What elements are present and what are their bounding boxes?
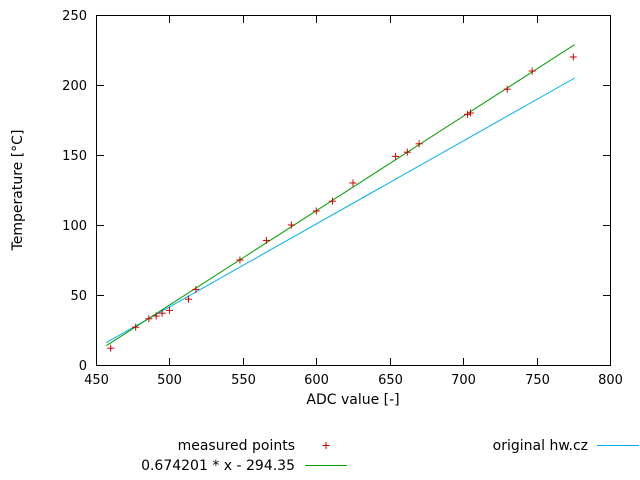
data-point [392, 152, 400, 160]
plot-border [96, 15, 611, 366]
x-axis-tick-label: 600 [304, 373, 329, 388]
data-point [185, 295, 193, 303]
y-axis-title: Temperature [°C] [10, 130, 26, 252]
data-point [403, 148, 411, 156]
series-line-original-hw-cz [106, 77, 576, 344]
x-axis-tick-label: 750 [525, 373, 550, 388]
data-point [312, 207, 320, 215]
data-point [287, 221, 295, 229]
x-axis-tick-label: 500 [157, 373, 182, 388]
y-axis-tick-label: 0 [79, 359, 87, 374]
legend-marker-plus-0 [322, 442, 330, 449]
data-point [158, 309, 166, 317]
data-point [464, 110, 472, 118]
legend-label-2: original hw.cz [493, 438, 588, 454]
legend-label-0: measured points [178, 438, 295, 454]
series-line-0-674201-x-294-35 [106, 44, 576, 347]
x-axis-tick-label: 450 [84, 373, 109, 388]
data-point [466, 109, 474, 117]
x-axis-title: ADC value [-] [306, 392, 399, 408]
x-axis-tick-label: 700 [451, 373, 476, 388]
data-point [262, 236, 270, 244]
data-point [328, 197, 336, 205]
y-axis-tick-label: 100 [62, 219, 87, 234]
data-point [145, 315, 153, 323]
x-axis-tick-label: 650 [378, 373, 403, 388]
legend: measured points 0.674201 * x - 294.35 orig… [141, 438, 639, 474]
y-axis-tick-label: 50 [70, 289, 87, 304]
data-point [349, 179, 357, 187]
y-axis-tick-label: 200 [62, 79, 87, 94]
data-point [192, 285, 200, 293]
data-point [528, 67, 536, 75]
data-point [132, 323, 140, 331]
data-point [107, 344, 115, 352]
y-axis-tick-label: 150 [62, 149, 87, 164]
data-point [152, 312, 160, 320]
legend-label-1: 0.674201 * x - 294.35 [141, 458, 295, 474]
y-axis-tick-label: 250 [62, 9, 87, 24]
data-point [236, 256, 244, 264]
x-axis-tick-label: 550 [231, 373, 256, 388]
data-point [569, 53, 577, 61]
x-axis-tick-label: 800 [598, 373, 623, 388]
data-point [415, 140, 423, 148]
data-point [165, 306, 173, 314]
plot-area: 450 500 550 600 650 700 750 800 0 50 100 150 200 250 [62, 9, 623, 388]
data-point [503, 85, 511, 93]
